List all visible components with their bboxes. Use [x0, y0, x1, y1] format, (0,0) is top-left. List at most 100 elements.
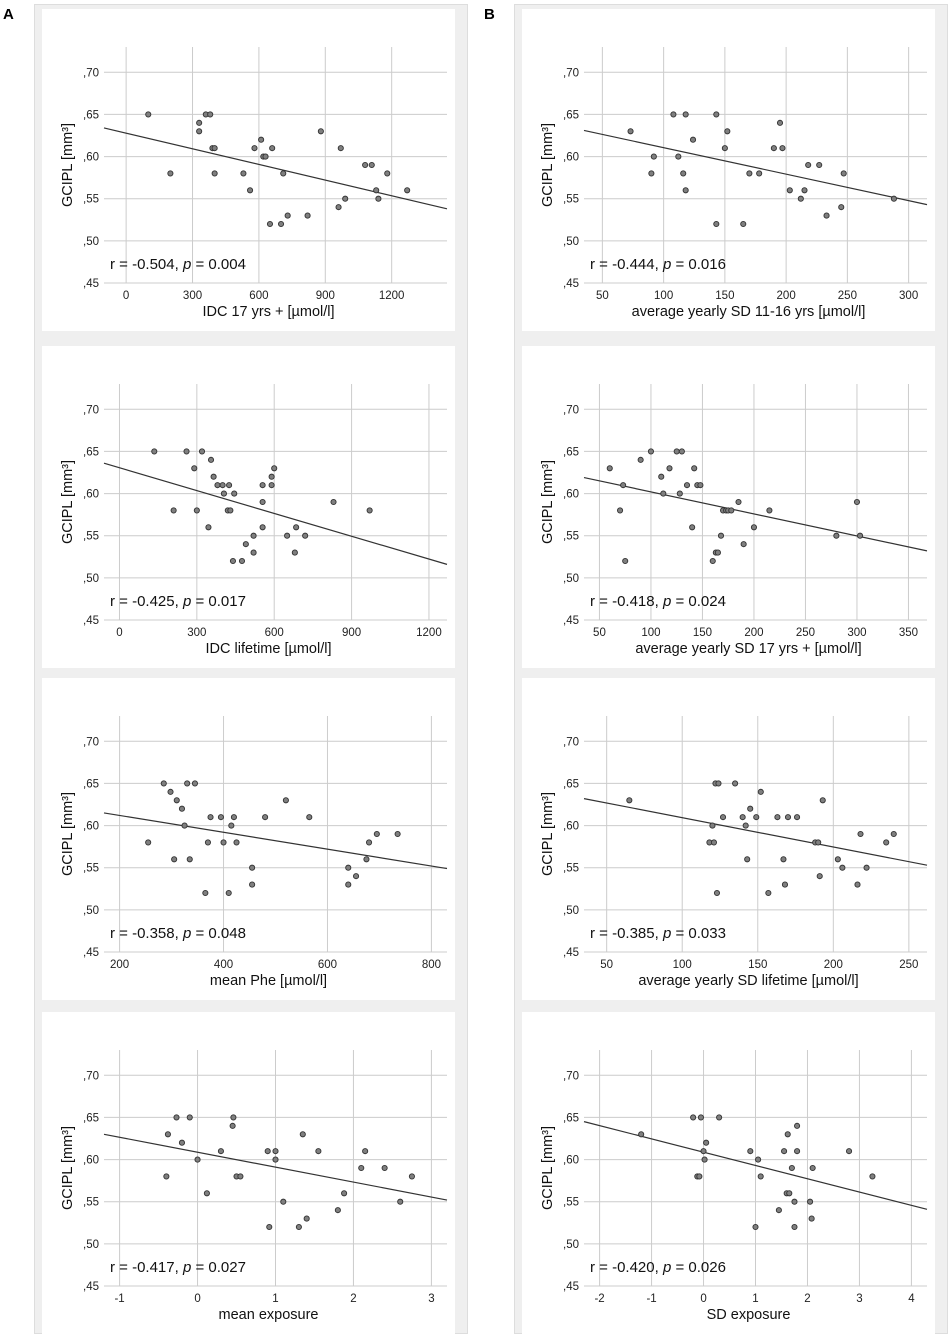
- data-point: [280, 1198, 287, 1205]
- data-point: [791, 1223, 798, 1231]
- data-point: [697, 482, 704, 489]
- data-point: [766, 507, 773, 514]
- data-point: [776, 119, 784, 126]
- x-tick-label: 600: [265, 627, 284, 639]
- y-tick-label: ,70: [83, 67, 99, 79]
- data-point: [797, 195, 804, 202]
- y-tick-label: ,65: [563, 778, 579, 790]
- data-point: [713, 111, 720, 118]
- data-point: [335, 204, 342, 211]
- annotation-p-symbol: p: [182, 256, 191, 273]
- data-point: [217, 1148, 224, 1155]
- x-tick-label: 400: [214, 959, 233, 971]
- correlation-annotation: r = -0.420, p = 0.026: [590, 1259, 726, 1276]
- data-point: [365, 839, 373, 846]
- x-tick-label: 1200: [416, 627, 442, 639]
- data-point: [746, 170, 753, 177]
- data-point: [227, 507, 234, 514]
- data-point: [794, 1148, 801, 1155]
- data-point: [808, 1215, 815, 1222]
- data-point: [145, 111, 152, 118]
- x-tick-label: 1: [272, 1293, 278, 1305]
- data-point: [683, 482, 691, 489]
- data-point: [230, 1114, 237, 1121]
- x-tick-label: 0: [123, 290, 129, 302]
- x-tick-label: 2: [804, 1293, 810, 1305]
- x-tick-label: 200: [777, 290, 796, 302]
- data-point: [247, 187, 254, 194]
- chart-3: ,45 ,50 ,55 ,60 ,65 ,70 0 300 600 900 1200 r = -0.4…: [42, 346, 455, 668]
- y-tick-label: ,55: [83, 194, 99, 206]
- correlation-annotation: r = -0.418, p = 0.024: [590, 593, 726, 610]
- data-point: [404, 187, 411, 194]
- annotation-r: r = -0.504,: [110, 256, 183, 273]
- data-point: [282, 797, 289, 804]
- x-tick-label: 50: [596, 290, 609, 302]
- data-point: [784, 1131, 791, 1138]
- y-tick-label: ,45: [83, 615, 99, 627]
- data-point: [272, 1148, 279, 1155]
- y-tick-label: ,45: [563, 947, 579, 959]
- data-point: [173, 797, 180, 804]
- data-point: [229, 1122, 236, 1129]
- y-tick-label: ,65: [83, 778, 99, 790]
- data-point: [220, 490, 227, 497]
- data-point: [375, 195, 382, 202]
- data-point: [809, 1164, 816, 1172]
- y-axis-title: GCIPL [mm³]: [60, 792, 76, 876]
- data-point: [203, 1190, 210, 1197]
- y-tick-label: ,45: [83, 278, 99, 290]
- data-point: [781, 1148, 788, 1155]
- data-point: [170, 507, 177, 514]
- data-point: [304, 212, 311, 219]
- data-point: [660, 490, 667, 497]
- data-point: [211, 170, 218, 177]
- x-tick-label: 250: [899, 959, 918, 971]
- data-point: [757, 788, 764, 795]
- data-point: [262, 153, 269, 160]
- data-point: [191, 465, 198, 472]
- x-axis-title: SD exposure: [707, 1307, 791, 1323]
- data-point: [160, 780, 167, 787]
- x-tick-label: -1: [114, 1293, 124, 1305]
- data-point: [381, 1164, 388, 1172]
- data-point: [670, 111, 677, 118]
- y-tick-label: ,50: [563, 236, 579, 248]
- y-tick-label: ,70: [83, 404, 99, 416]
- data-point: [228, 822, 235, 829]
- data-point: [815, 839, 822, 846]
- y-tick-label: ,60: [83, 1155, 99, 1167]
- annotation-p-value: = 0.026: [671, 1259, 726, 1276]
- data-point: [184, 780, 191, 787]
- data-point: [317, 128, 324, 135]
- x-tick-label: 300: [899, 290, 918, 302]
- data-point: [742, 822, 749, 829]
- data-point: [696, 1173, 703, 1180]
- data-point: [362, 161, 369, 169]
- data-point: [205, 524, 212, 531]
- annotation-r: r = -0.418,: [590, 593, 663, 610]
- data-point: [710, 839, 717, 846]
- data-point: [207, 814, 214, 821]
- annotation-r: r = -0.425,: [110, 593, 183, 610]
- y-tick-label: ,60: [563, 1155, 579, 1167]
- regression-line: [103, 1133, 448, 1201]
- annotation-p-value: = 0.017: [191, 593, 246, 610]
- data-point: [145, 839, 152, 846]
- y-tick-label: ,65: [563, 446, 579, 458]
- data-point: [164, 1131, 171, 1138]
- data-point: [250, 532, 257, 539]
- data-point: [622, 557, 629, 565]
- data-point: [196, 119, 203, 126]
- data-point: [627, 128, 634, 135]
- data-point: [240, 170, 247, 177]
- y-tick-label: ,45: [83, 1281, 99, 1293]
- data-point: [673, 448, 680, 455]
- data-point: [266, 220, 274, 228]
- annotation-p-symbol: p: [182, 1259, 191, 1276]
- data-point: [678, 448, 685, 455]
- x-tick-label: -2: [594, 1293, 604, 1305]
- data-point: [163, 1173, 170, 1180]
- data-point: [650, 153, 657, 160]
- x-axis-title: IDC lifetime [µmol/l]: [206, 641, 332, 657]
